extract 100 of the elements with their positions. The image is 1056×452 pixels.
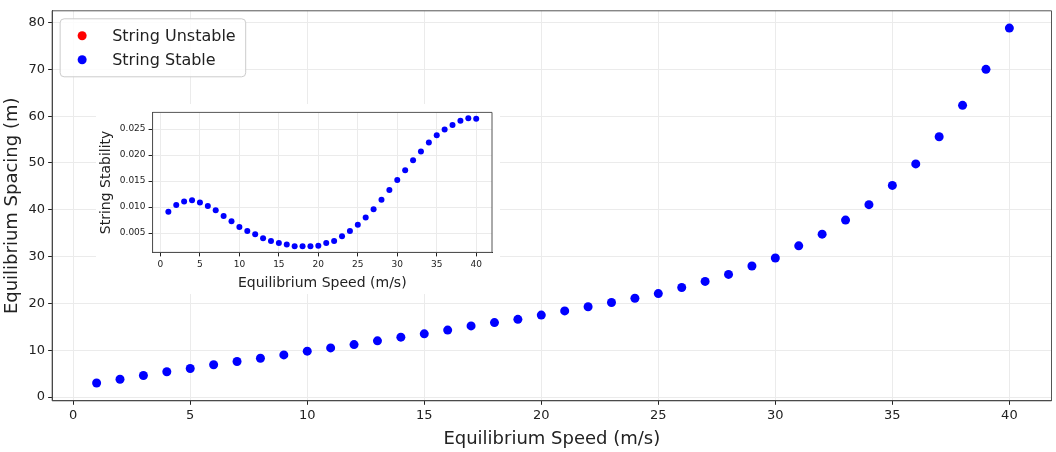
point — [255, 353, 265, 363]
point — [232, 356, 242, 366]
point — [887, 180, 897, 190]
point — [958, 100, 968, 110]
point — [252, 231, 259, 238]
y-tick-label: 60 — [28, 107, 46, 123]
point — [115, 374, 125, 384]
point — [981, 64, 991, 74]
y-tick-label: 0.025 — [119, 123, 146, 134]
point — [378, 196, 385, 203]
y-tick-label: 0 — [36, 388, 46, 404]
x-tick-label: 30 — [767, 406, 784, 422]
point — [331, 237, 338, 244]
point — [339, 233, 346, 240]
point — [465, 115, 472, 122]
x-tick-label: 30 — [391, 259, 404, 270]
legend-label: String Unstable — [112, 25, 236, 45]
point — [402, 167, 409, 174]
point — [220, 212, 227, 219]
point — [441, 126, 448, 133]
point — [209, 360, 219, 370]
point — [204, 203, 211, 210]
point — [864, 200, 874, 210]
point — [260, 235, 267, 242]
x-tick-label: 10 — [233, 259, 246, 270]
point — [794, 241, 804, 251]
x-tick-label: 40 — [1001, 406, 1018, 422]
x-axis-title: Equilibrium Speed (m/s) — [237, 274, 407, 291]
point — [425, 139, 432, 146]
x-tick-label: 15 — [273, 259, 285, 270]
point — [394, 177, 401, 184]
point — [315, 242, 322, 249]
point — [724, 269, 734, 279]
y-axis-title: Equilibrium Spacing (m) — [0, 97, 22, 315]
point — [267, 237, 274, 244]
point — [92, 378, 102, 388]
point — [228, 218, 235, 225]
x-tick-label: 10 — [298, 406, 316, 422]
point — [354, 221, 361, 228]
point — [307, 243, 314, 250]
x-axis-title: Equilibrium Speed (m/s) — [443, 426, 661, 448]
point — [346, 228, 353, 235]
point — [513, 314, 523, 324]
point — [275, 240, 282, 247]
point — [817, 229, 827, 239]
point — [396, 332, 406, 342]
x-tick-label: 40 — [470, 259, 483, 270]
y-tick-label: 80 — [28, 13, 46, 29]
point — [212, 207, 219, 214]
legend-label: String Stable — [112, 49, 216, 69]
point — [630, 293, 640, 303]
y-tick-label: 20 — [28, 294, 46, 310]
point — [181, 198, 188, 205]
x-tick-label: 15 — [415, 406, 433, 422]
point — [489, 318, 499, 328]
x-tick-label: 25 — [352, 259, 364, 270]
point — [196, 199, 203, 206]
x-tick-label: 5 — [197, 259, 203, 270]
point — [466, 321, 476, 331]
point — [700, 276, 710, 286]
point — [173, 202, 180, 209]
point — [841, 215, 851, 225]
point — [536, 310, 546, 320]
point — [457, 117, 464, 124]
point — [279, 350, 289, 360]
x-tick-label: 0 — [157, 259, 164, 270]
y-tick-label: 50 — [28, 154, 46, 170]
y-tick-label: 0.015 — [119, 175, 146, 186]
point — [165, 208, 172, 215]
y-tick-label: 0.020 — [119, 149, 146, 160]
point — [560, 306, 570, 316]
point — [449, 121, 456, 128]
point — [349, 340, 359, 350]
x-tick-label: 35 — [431, 259, 443, 270]
point — [299, 243, 306, 250]
point — [607, 297, 616, 307]
point — [236, 223, 243, 230]
y-tick-label: 0.005 — [119, 227, 146, 238]
point — [283, 241, 290, 248]
y-tick-label: 0.010 — [119, 201, 146, 212]
point — [1004, 23, 1014, 33]
point — [770, 253, 780, 263]
point — [189, 197, 196, 204]
point — [417, 148, 424, 155]
point — [185, 364, 195, 373]
point — [302, 346, 312, 356]
point — [326, 343, 336, 353]
point — [362, 214, 369, 221]
y-axis-title: String Stability — [97, 130, 114, 235]
y-tick-label: 10 — [28, 341, 46, 357]
point — [386, 186, 393, 193]
y-tick-label: 70 — [28, 60, 46, 76]
point — [138, 371, 148, 381]
point — [162, 367, 172, 377]
point — [410, 157, 417, 164]
point — [419, 329, 429, 339]
x-tick-label: 20 — [533, 406, 550, 422]
x-tick-label: 20 — [312, 259, 325, 270]
x-tick-label: 5 — [186, 406, 195, 422]
point — [583, 302, 593, 312]
